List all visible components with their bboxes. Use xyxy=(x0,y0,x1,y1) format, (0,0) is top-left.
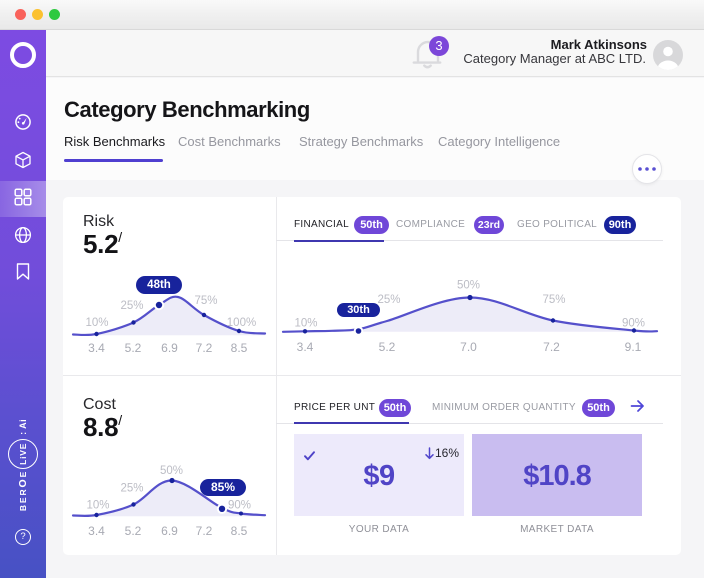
svg-text:100%: 100% xyxy=(227,317,256,329)
svg-text:50%: 50% xyxy=(160,465,183,477)
svg-text:7.2: 7.2 xyxy=(196,341,213,355)
svg-text:6.9: 6.9 xyxy=(161,524,178,538)
svg-text:3.4: 3.4 xyxy=(297,340,314,354)
svg-text:7.2: 7.2 xyxy=(543,340,560,354)
svg-text:90%: 90% xyxy=(622,318,645,330)
svg-text:7.2: 7.2 xyxy=(196,524,213,538)
svg-text:5.2: 5.2 xyxy=(125,341,142,355)
svg-text:25%: 25% xyxy=(377,294,400,306)
svg-text:75%: 75% xyxy=(542,294,565,306)
svg-text:25%: 25% xyxy=(120,300,143,312)
svg-text:90%: 90% xyxy=(228,500,251,512)
svg-text:10%: 10% xyxy=(86,500,109,512)
svg-text:8.5: 8.5 xyxy=(231,341,248,355)
svg-text:9.1: 9.1 xyxy=(625,340,642,354)
svg-text:3.4: 3.4 xyxy=(88,341,105,355)
svg-text:7.0: 7.0 xyxy=(460,340,477,354)
svg-text:10%: 10% xyxy=(294,318,317,330)
svg-text:5.2: 5.2 xyxy=(379,340,396,354)
svg-text:5.2: 5.2 xyxy=(125,524,142,538)
svg-text:75%: 75% xyxy=(194,295,217,307)
svg-text:10%: 10% xyxy=(85,317,108,329)
svg-text:50%: 50% xyxy=(457,280,480,292)
svg-text:6.9: 6.9 xyxy=(161,341,178,355)
svg-text:3.4: 3.4 xyxy=(88,524,105,538)
svg-text:25%: 25% xyxy=(120,483,143,495)
svg-text:8.5: 8.5 xyxy=(231,524,248,538)
